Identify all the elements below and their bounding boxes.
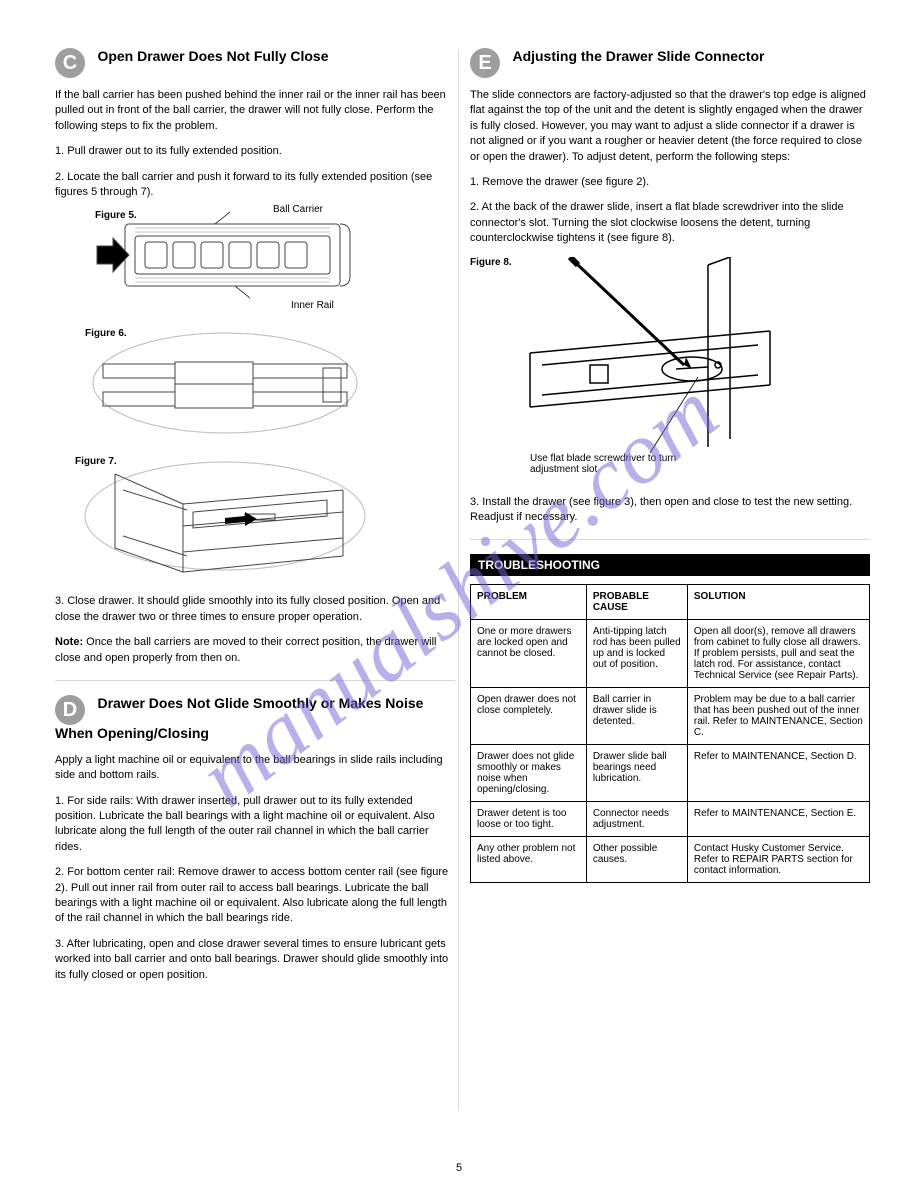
cell: Connector needs adjustment.	[586, 802, 687, 837]
cell: Any other problem not listed above.	[471, 837, 587, 883]
cell: Refer to MAINTENANCE, Section D.	[687, 745, 869, 802]
step-E-s1: 1. Remove the drawer (see figure 2).	[470, 175, 870, 190]
col-problem: PROBLEM	[471, 585, 587, 620]
step-D-s2: 2. For bottom center rail: Remove drawer…	[55, 865, 455, 927]
cell: Open all door(s), remove all drawers fro…	[687, 620, 869, 688]
cell: One or more drawers are locked open and …	[471, 620, 587, 688]
figure-7-svg	[75, 456, 375, 576]
step-C-s2: 2. Locate the ball carrier and push it f…	[55, 170, 455, 201]
step-badge-C: C	[55, 48, 85, 78]
step-C-s1: 1. Pull drawer out to its fully extended…	[55, 144, 455, 159]
figure-5-svg	[95, 210, 355, 300]
step-C-s3: 3. Close drawer. It should glide smoothl…	[55, 594, 455, 625]
col-solution: SOLUTION	[687, 585, 869, 620]
cell: Ball carrier in drawer slide is detented…	[586, 688, 687, 745]
figure-8-callout: Use flat blade screwdriver to turn adjus…	[530, 453, 710, 475]
divider-E-trouble	[470, 539, 870, 540]
cell: Refer to MAINTENANCE, Section E.	[687, 802, 869, 837]
cell: Problem may be due to a ball carrier tha…	[687, 688, 869, 745]
step-C-p1: If the ball carrier has been pushed behi…	[55, 88, 455, 134]
col-cause: PROBABLE CAUSE	[586, 585, 687, 620]
step-badge-E: E	[470, 48, 500, 78]
step-E-s3: 3. Install the drawer (see figure 3), th…	[470, 495, 870, 526]
figure-5-number: Figure 5.	[95, 210, 137, 221]
cell: Open drawer does not close completely.	[471, 688, 587, 745]
step-E-p1: The slide connectors are factory-adjuste…	[470, 88, 870, 165]
figure-8-svg	[470, 257, 830, 477]
table-header-row: PROBLEM PROBABLE CAUSE SOLUTION	[471, 585, 870, 620]
step-D-s1: 1. For side rails: With drawer inserted,…	[55, 794, 455, 856]
troubleshooting-table: PROBLEM PROBABLE CAUSE SOLUTION One or m…	[470, 584, 870, 883]
step-E-s2: 2. At the back of the drawer slide, inse…	[470, 200, 870, 246]
cell: Drawer slide ball bearings need lubricat…	[586, 745, 687, 802]
step-title-E: Adjusting the Drawer Slide Connector	[512, 48, 764, 64]
figure-8: Figure 8. Use flat blade screwdriver to …	[470, 257, 870, 487]
cell: Contact Husky Customer Service. Refer to…	[687, 837, 869, 883]
figure-8-number: Figure 8.	[470, 257, 512, 268]
fig5-caption-top: Ball Carrier	[273, 204, 323, 215]
step-title-C: Open Drawer Does Not Fully Close	[97, 48, 328, 64]
divider-CD	[55, 680, 455, 681]
figure-6-svg	[85, 328, 365, 438]
cell: Anti-tipping latch rod has been pulled u…	[586, 620, 687, 688]
table-row: Any other problem not listed above. Othe…	[471, 837, 870, 883]
step-E: E Adjusting the Drawer Slide Connector T…	[470, 48, 870, 883]
fig5-caption-bot: Inner Rail	[291, 300, 334, 311]
troubleshooting-header: TROUBLESHOOTING	[470, 554, 870, 576]
step-D-s3: 3. After lubricating, open and close dra…	[55, 937, 455, 983]
step-badge-D: D	[55, 695, 85, 725]
note-label: Note:	[55, 636, 83, 648]
column-divider	[458, 50, 459, 1110]
step-C-note: Note: Once the ball carriers are moved t…	[55, 635, 455, 666]
cell: Drawer does not glide smoothly or makes …	[471, 745, 587, 802]
cell: Other possible causes.	[586, 837, 687, 883]
table-row: Drawer detent is too loose or too tight.…	[471, 802, 870, 837]
table-row: One or more drawers are locked open and …	[471, 620, 870, 688]
figure-7: Figure 7.	[75, 456, 455, 586]
step-title-D: Drawer Does Not Glide Smoothly or Makes …	[55, 695, 423, 741]
table-row: Open drawer does not close completely. B…	[471, 688, 870, 745]
figure-6: Figure 6.	[85, 328, 455, 448]
table-row: Drawer does not glide smoothly or makes …	[471, 745, 870, 802]
figure-6-number: Figure 6.	[85, 328, 127, 339]
step-D-p1: Apply a light machine oil or equivalent …	[55, 753, 455, 784]
figure-7-number: Figure 7.	[75, 456, 117, 467]
page-number: 5	[0, 1162, 918, 1174]
step-C: C Open Drawer Does Not Fully Close If th…	[55, 48, 455, 993]
note-text: Once the ball carriers are moved to thei…	[55, 636, 437, 663]
cell: Drawer detent is too loose or too tight.	[471, 802, 587, 837]
figure-5: Figure 5. Ball Carrier Inner Rail	[95, 210, 455, 320]
step-D: D Drawer Does Not Glide Smoothly or Make…	[55, 695, 455, 743]
